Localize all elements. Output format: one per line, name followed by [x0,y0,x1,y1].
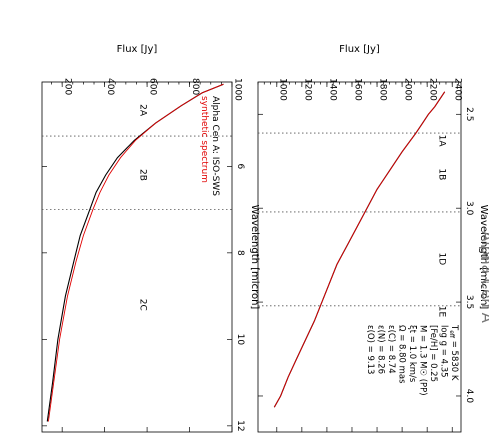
bottom-band-label: 2B [138,169,148,181]
bottom-band-label: 2A [138,104,148,117]
top-flux-tick-label: 1400 [327,78,337,101]
bottom-series-observed-line [46,83,224,422]
top-flux-tick-label: 1600 [352,78,362,101]
top-band-label: 1B [437,168,447,180]
bottom-panel: 200 400 600 800 1000 6 8 10 12 Flux [Jy] Wavelengt… [41,44,260,433]
top-parameter-annotation: [Fe/H] = 0.25 [428,325,438,382]
top-flux-tick-label: 2200 [428,78,438,101]
top-parameter-annotation: ε(O) = 9.13 [365,325,375,374]
top-parameter-annotation: M = 1.3 M☉ (PP) [418,325,428,396]
top-wave-tick-label: 2.5 [464,107,474,121]
bottom-flux-tick-label: 200 [63,78,73,95]
top-flux-axis-label: Flux [Jy] [339,44,380,55]
top-flux-tick-label: 2400 [453,78,463,101]
bottom-wave-tick-label: 10 [235,334,245,346]
top-wave-tick-label: 3.0 [464,201,474,216]
bottom-series-synthetic-line [47,83,224,422]
top-flux-tick-label: 1200 [302,78,312,101]
bottom-plot-frame [41,81,233,433]
bottom-wave-axis-label: Wavelength [micron] [249,205,260,310]
top-wave-axis-label: Wavelength [micron] [478,205,489,310]
bottom-flux-axis-label: Flux [Jy] [117,44,158,55]
top-parameter-annotation: log g = 4.35 [439,325,449,378]
bottom-wave-tick-label: 8 [235,250,245,256]
top-wave-tick-label: 3.5 [464,295,474,309]
top-series-synthetic-line [273,91,446,408]
bottom-flux-tick-label: 400 [105,78,115,95]
top-band-label: 1E [437,306,447,318]
top-band-label: 1A [437,135,447,148]
top-chart-title: Alpha Cen A [478,231,489,323]
top-plot-frame [257,81,462,433]
top-band-label: 1D [437,253,447,266]
top-parameter-annotation: ε(C) = 8.74 [386,325,396,374]
top-flux-tick-label: 1800 [378,78,388,101]
bottom-wave-tick-label: 12 [235,420,245,431]
bottom-legend-entry: synthetic spectrum [199,96,209,183]
top-flux-tick-label: 1000 [277,78,287,101]
top-parameter-annotation: Teff = 5830 K [448,324,459,381]
bottom-wave-tick-label: 6 [235,163,245,169]
bottom-flux-tick-label: 800 [190,78,200,95]
top-parameter-annotation: ξt = 1.0 km/s [407,325,417,383]
top-flux-tick-label: 2000 [403,78,413,101]
top-parameter-annotation: ε(N) = 8.26 [376,325,386,374]
top-wave-tick-label: 4.0 [464,389,474,404]
bottom-flux-tick-label: 600 [148,78,158,95]
top-parameter-annotation: Ω = 8.80 mas [397,325,407,384]
bottom-flux-tick-label: 1000 [233,78,243,101]
bottom-band-label: 2C [138,299,148,311]
bottom-legend-entry: Alpha Cen A: ISO-SWS [210,96,220,196]
